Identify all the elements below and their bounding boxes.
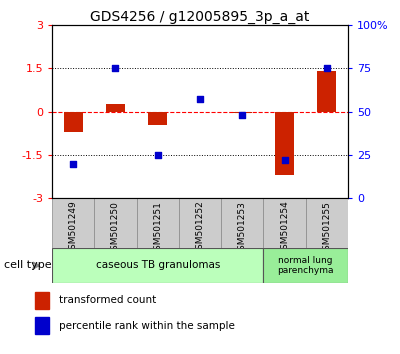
- Bar: [306, 198, 348, 248]
- Bar: [264, 248, 348, 283]
- Text: caseous TB granulomas: caseous TB granulomas: [96, 261, 220, 270]
- Text: GSM501255: GSM501255: [322, 201, 331, 256]
- Bar: [221, 198, 264, 248]
- Text: GSM501254: GSM501254: [280, 201, 289, 256]
- Point: [154, 152, 161, 158]
- Bar: [148, 112, 167, 125]
- Text: GSM501250: GSM501250: [111, 201, 120, 256]
- Bar: [136, 198, 179, 248]
- Point: [281, 157, 288, 163]
- Text: GSM501251: GSM501251: [153, 201, 162, 256]
- Text: GSM501252: GSM501252: [196, 201, 204, 256]
- Point: [324, 65, 330, 71]
- Text: cell type: cell type: [4, 261, 52, 270]
- Bar: [317, 71, 336, 112]
- Point: [112, 65, 119, 71]
- Bar: [94, 198, 136, 248]
- Bar: [106, 104, 125, 112]
- Title: GDS4256 / g12005895_3p_a_at: GDS4256 / g12005895_3p_a_at: [90, 10, 310, 24]
- Bar: [35, 317, 50, 334]
- Bar: [52, 248, 264, 283]
- Point: [239, 112, 246, 118]
- Bar: [264, 198, 306, 248]
- Text: percentile rank within the sample: percentile rank within the sample: [59, 321, 235, 331]
- Point: [70, 161, 76, 166]
- Bar: [233, 112, 252, 113]
- Bar: [275, 112, 294, 175]
- Text: transformed count: transformed count: [59, 295, 156, 305]
- Text: GSM501253: GSM501253: [238, 201, 247, 256]
- Bar: [64, 112, 83, 132]
- Point: [197, 97, 203, 102]
- Bar: [179, 198, 221, 248]
- Text: GSM501249: GSM501249: [69, 201, 78, 256]
- Bar: [52, 198, 94, 248]
- Text: normal lung
parenchyma: normal lung parenchyma: [278, 256, 334, 275]
- Bar: [35, 292, 50, 309]
